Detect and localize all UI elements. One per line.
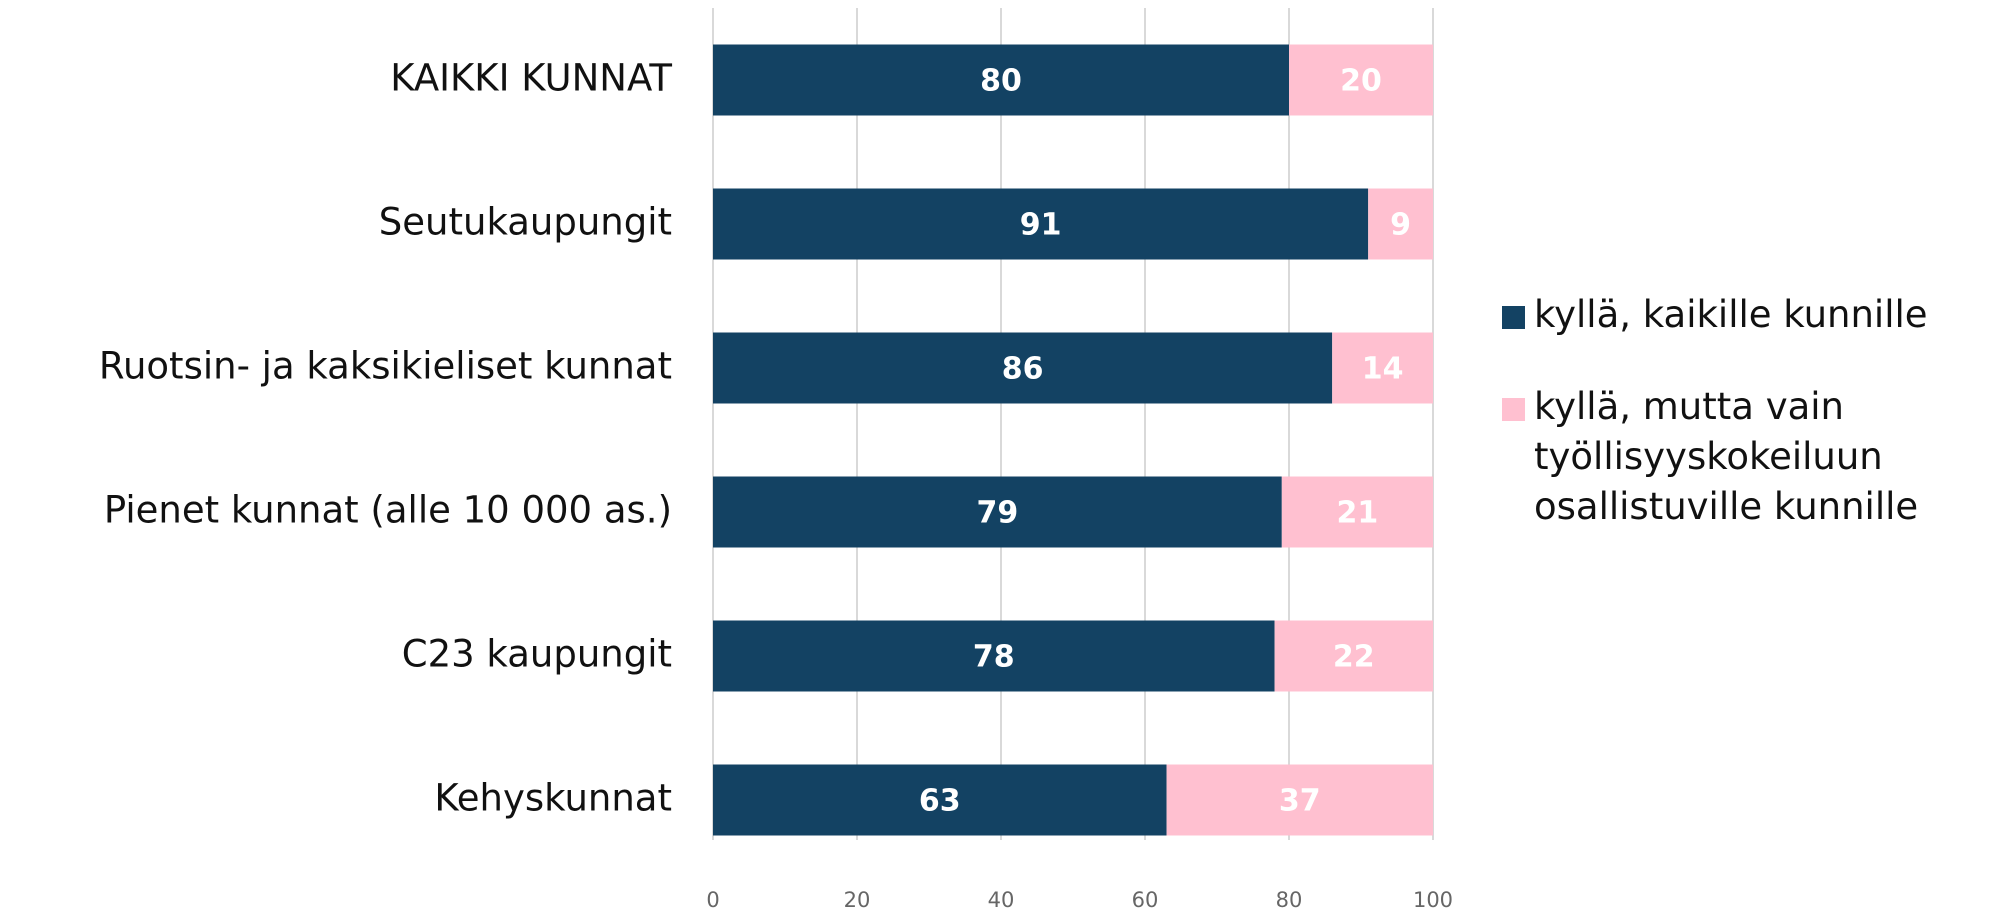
bar-segment (1332, 332, 1433, 404)
legend: kyllä, kaikille kunnille kyllä, mutta vai… (1502, 290, 1972, 574)
bar-segment (713, 764, 1167, 836)
bar-segment (713, 620, 1275, 692)
legend-swatch (1502, 306, 1525, 329)
value-label: 80 (980, 64, 1022, 99)
x-tick-label: 60 (1132, 888, 1159, 912)
legend-item: kyllä, kaikille kunnille (1502, 290, 1972, 340)
x-tick-label: 40 (988, 888, 1015, 912)
bar-segment (713, 44, 1289, 116)
bar-segment (1166, 764, 1433, 836)
value-label: 91 (1020, 208, 1062, 243)
value-label: 14 (1362, 352, 1404, 387)
value-label: 78 (973, 640, 1015, 675)
category-label: Pienet kunnat (alle 10 000 as.) (104, 489, 672, 532)
bar-segment (1289, 44, 1433, 116)
legend-swatch (1502, 398, 1525, 421)
bar-segment (713, 188, 1369, 260)
category-label: C23 kaupungit (402, 633, 672, 676)
category-label: KAIKKI KUNNAT (390, 57, 672, 100)
value-label: 37 (1279, 784, 1321, 819)
value-label: 79 (977, 496, 1019, 531)
value-label: 86 (1002, 352, 1044, 387)
x-tick-label: 100 (1413, 888, 1453, 912)
x-tick-label: 0 (706, 888, 719, 912)
x-tick-label: 80 (1276, 888, 1303, 912)
bar-segment (1281, 476, 1433, 548)
value-label: 20 (1340, 64, 1382, 99)
value-label: 63 (919, 784, 961, 819)
value-label: 22 (1333, 640, 1375, 675)
bar-segment (713, 332, 1333, 404)
bar-segment (1274, 620, 1433, 692)
category-label: Seutukaupungit (379, 201, 672, 244)
legend-label: kyllä, mutta vain työllisyyskokeiluun os… (1534, 385, 1919, 528)
bar-segment (713, 476, 1282, 548)
legend-item: kyllä, mutta vain työllisyyskokeiluun os… (1502, 382, 1972, 532)
value-label: 9 (1390, 208, 1411, 243)
legend-label: kyllä, kaikille kunnille (1534, 293, 1928, 336)
category-label: Kehyskunnat (434, 777, 672, 820)
category-label: Ruotsin- ja kaksikieliset kunnat (99, 345, 672, 388)
bar-segment (1368, 188, 1433, 260)
x-tick-label: 20 (844, 888, 871, 912)
value-label: 21 (1337, 496, 1379, 531)
